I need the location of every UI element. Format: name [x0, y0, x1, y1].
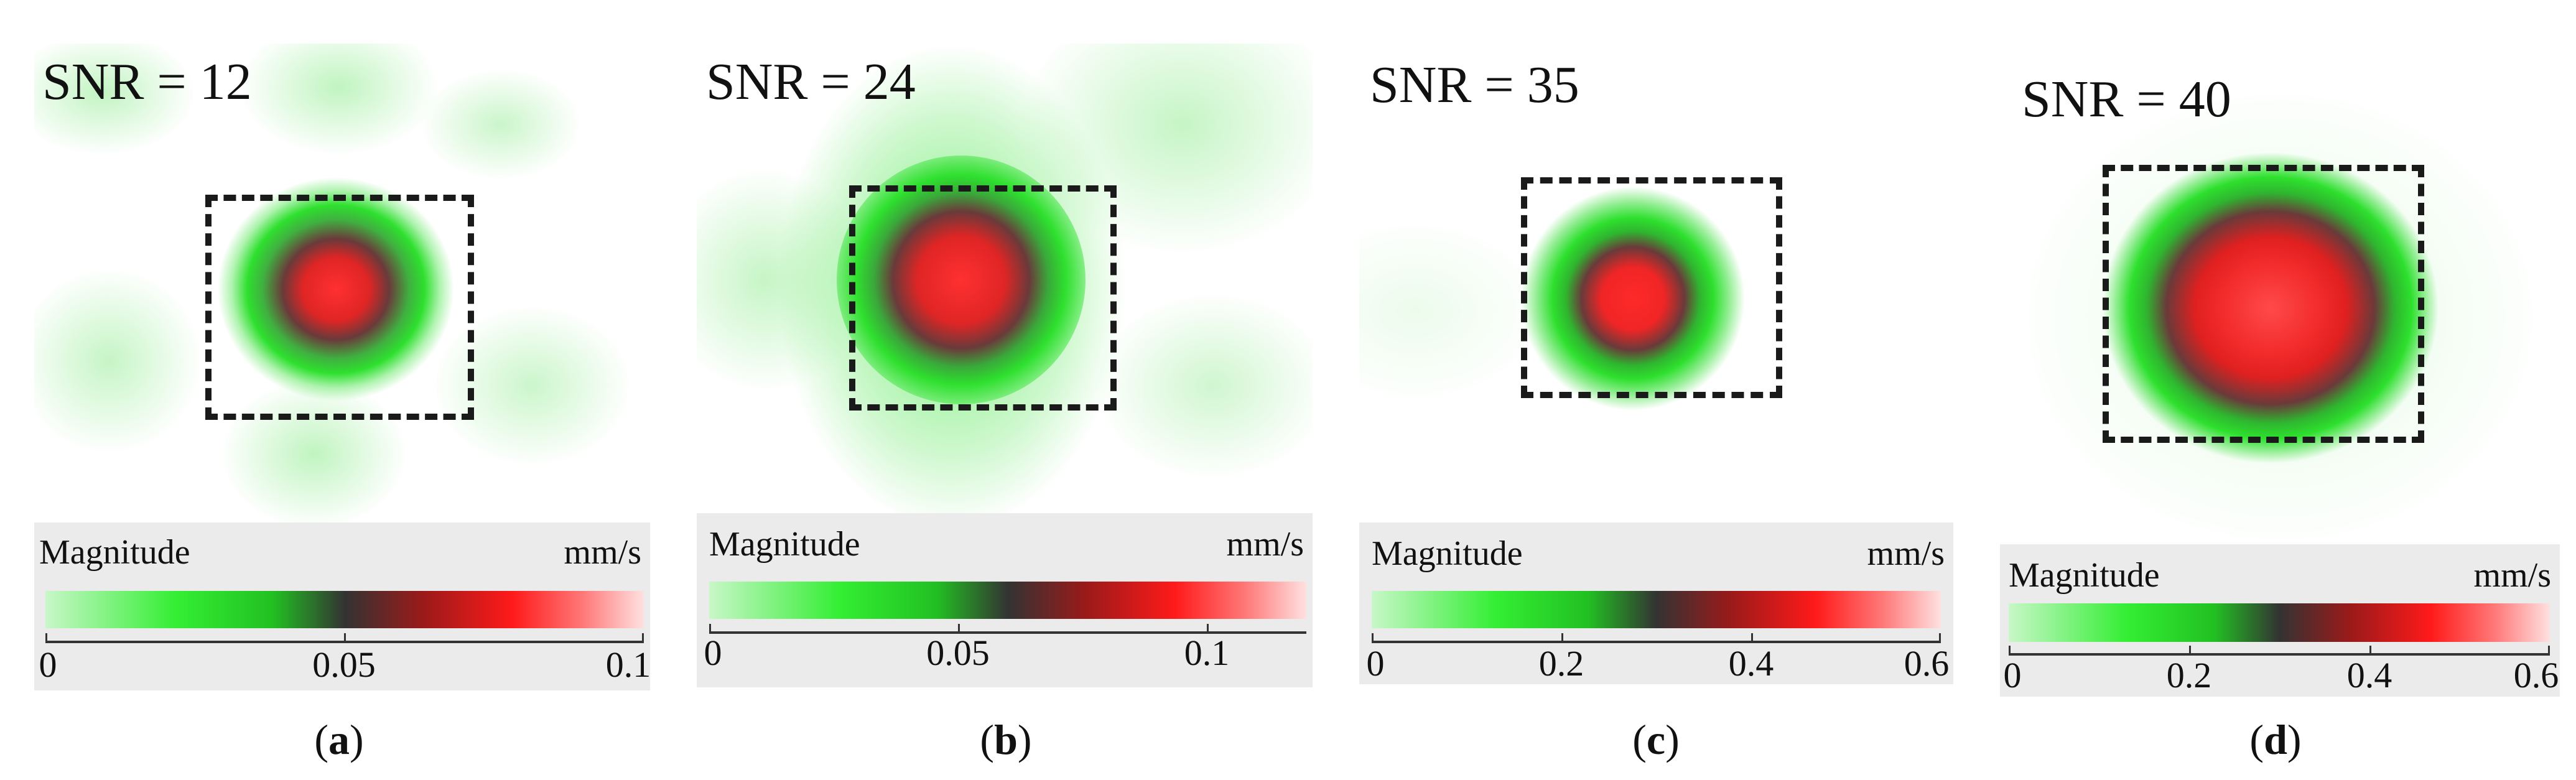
panel-caption: (d)	[2249, 716, 2302, 763]
legend-title: Magnitude	[39, 533, 190, 572]
velocity-map-d	[2000, 44, 2560, 544]
axis-tick	[2548, 646, 2550, 656]
axis-tick	[344, 633, 346, 643]
tick-label: 0.2	[2166, 655, 2212, 695]
tick-label: 0.05	[926, 633, 990, 673]
caption-letter: a	[328, 716, 350, 763]
colorbar-axis	[709, 631, 1306, 634]
tick-label: 0.05	[312, 644, 376, 685]
axis-tick	[1561, 633, 1563, 643]
panel-caption: (c)	[1632, 716, 1680, 763]
legend-unit: mm/s	[1867, 534, 1945, 573]
axis-tick	[1207, 624, 1209, 634]
snr-label: SNR = 24	[706, 53, 916, 111]
colorbar-legend: Magnitude mm/s 0 0.05 0.1	[697, 513, 1313, 687]
velocity-map-b	[697, 44, 1313, 513]
axis-tick	[642, 633, 644, 643]
caption-letter: b	[994, 716, 1018, 763]
caption-letter: d	[2264, 716, 2287, 763]
legend-unit: mm/s	[564, 533, 641, 572]
snr-label: SNR = 40	[2022, 70, 2231, 128]
colorbar-axis	[2009, 653, 2550, 656]
axis-tick	[45, 633, 47, 643]
tick-label: 0	[1366, 643, 1385, 684]
colorbar-legend: Magnitude mm/s 0 0.2 0.4 0.6	[2000, 544, 2560, 697]
noise-blob	[432, 305, 631, 467]
noise-blob	[239, 44, 439, 156]
colorbar-legend: Magnitude mm/s 0 0.05 0.1	[34, 522, 651, 690]
region-of-interest-box	[205, 195, 474, 420]
colorbar	[2009, 603, 2550, 642]
noise-blob	[34, 44, 196, 156]
snr-label: SNR = 12	[42, 53, 252, 111]
colorbar	[709, 582, 1306, 619]
noise-blob	[420, 68, 582, 180]
colorbar-legend: Magnitude mm/s 0 0.2 0.4 0.6	[1359, 522, 1953, 684]
snr-label: SNR = 35	[1370, 56, 1579, 114]
noise-blob	[221, 379, 407, 522]
colorbar-axis	[1372, 641, 1941, 643]
tick-label: 0.6	[1904, 643, 1950, 684]
velocity-map-a	[34, 44, 650, 522]
noise-blob	[1359, 218, 1546, 404]
axis-tick	[1939, 633, 1941, 643]
tick-label: 0.2	[1538, 643, 1584, 684]
tick-label: 0	[2003, 655, 2022, 695]
tick-label: 0.4	[2346, 655, 2392, 695]
legend-title: Magnitude	[2009, 556, 2160, 595]
legend-title: Magnitude	[1372, 534, 1523, 573]
noise-blob	[34, 267, 202, 454]
panel-caption: (a)	[314, 716, 364, 763]
hotspot	[2103, 152, 2439, 463]
region-of-interest-box	[1521, 177, 1782, 398]
axis-tick	[2369, 646, 2371, 656]
hotspot	[1521, 187, 1745, 411]
caption-letter: c	[1646, 716, 1666, 763]
legend-title: Magnitude	[709, 525, 860, 564]
axis-tick	[709, 624, 711, 634]
noise-blob	[1095, 292, 1313, 479]
colorbar	[1372, 591, 1941, 628]
legend-unit: mm/s	[2473, 556, 2551, 595]
axis-tick	[958, 624, 960, 634]
tick-label: 0	[39, 644, 57, 685]
tick-label: 0	[704, 633, 722, 673]
colorbar	[45, 591, 644, 628]
hotspot	[837, 156, 1086, 404]
tick-label: 0.6	[2513, 655, 2559, 695]
axis-tick	[2189, 646, 2191, 656]
axis-tick	[1751, 633, 1753, 643]
panel-caption: (b)	[980, 716, 1032, 763]
tick-label: 0.1	[605, 644, 651, 685]
tick-label: 0.1	[1184, 633, 1230, 673]
axis-tick	[2009, 646, 2011, 656]
legend-unit: mm/s	[1226, 525, 1304, 564]
hotspot	[218, 177, 454, 401]
region-of-interest-box	[2103, 165, 2424, 443]
tick-label: 0.4	[1728, 643, 1774, 684]
region-of-interest-box	[849, 185, 1117, 411]
velocity-map-c	[1359, 44, 1953, 522]
axis-tick	[1372, 633, 1374, 643]
